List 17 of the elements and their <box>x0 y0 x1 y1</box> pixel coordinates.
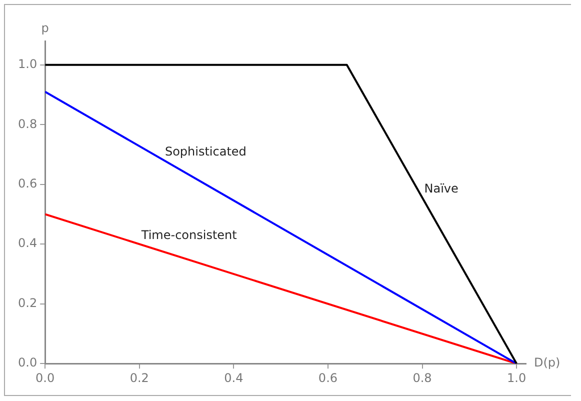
x-axis-title: D(p) <box>534 356 560 370</box>
y-tick-label: 0.4 <box>18 236 38 250</box>
y-tick-label: 0.0 <box>18 356 38 370</box>
y-axis-title: p <box>41 21 49 36</box>
annotation: Time-consistent <box>140 228 238 242</box>
x-tick-label: 0.6 <box>318 370 338 385</box>
y-tick-label: 0.2 <box>18 296 38 310</box>
x-tick-label: 0.4 <box>224 370 244 385</box>
x-tick-label: 0.0 <box>36 370 55 385</box>
x-tick-label: 0.8 <box>412 370 432 385</box>
y-tick-label: 0.8 <box>18 116 38 131</box>
x-tick-label: 1.0 <box>507 370 526 385</box>
x-tick-label: 0.2 <box>130 370 149 385</box>
y-tick-label: 1.0 <box>18 57 38 72</box>
annotation: Sophisticated <box>164 144 246 159</box>
annotation: Naïve <box>424 182 458 196</box>
y-tick-label: 0.6 <box>18 176 38 191</box>
